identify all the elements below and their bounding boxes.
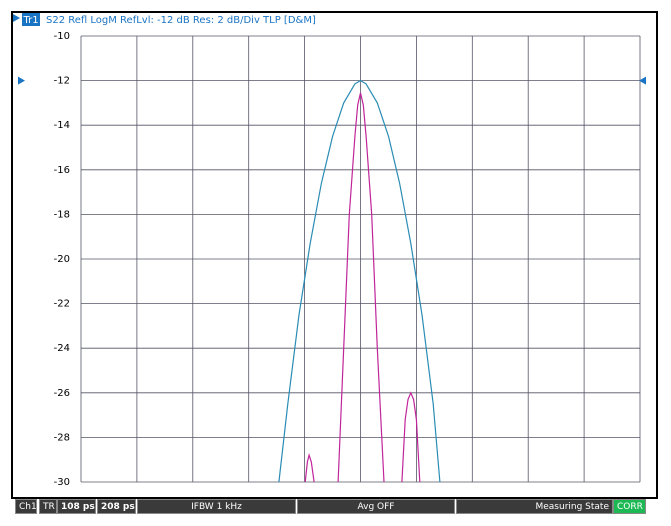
status-trace[interactable]: TR	[39, 499, 57, 514]
y-tick-label: -12	[54, 76, 70, 87]
status-state: Measuring State	[456, 499, 613, 514]
y-tick-label: -14	[54, 120, 70, 131]
y-tick-label: -22	[54, 299, 70, 310]
y-tick-label: -20	[54, 254, 70, 265]
trace-tag-bg	[22, 13, 40, 26]
status-stop[interactable]: 208 ps	[97, 499, 136, 514]
ref-marker-right	[639, 76, 646, 85]
y-tick-label: -10	[54, 31, 70, 42]
trace-header: S22 Refl LogM RefLvl: -12 dB Res: 2 dB/D…	[46, 15, 316, 26]
y-tick-label: -18	[54, 209, 70, 220]
status-ifbw[interactable]: IFBW 1 kHz	[137, 499, 296, 514]
y-tick-label: -26	[54, 388, 70, 399]
y-tick-label: -24	[54, 343, 70, 354]
frame	[11, 11, 658, 499]
status-start[interactable]: 108 ps	[57, 499, 96, 514]
status-channel[interactable]: Ch1	[15, 499, 37, 514]
status-avg[interactable]: Avg OFF	[297, 499, 455, 514]
trace-tag[interactable]: Tr1	[22, 15, 38, 26]
trace-arrow	[13, 14, 20, 22]
y-tick-label: -30	[54, 477, 70, 488]
trace-line	[304, 92, 421, 483]
y-tick-label: -16	[54, 165, 70, 176]
ref-marker-left	[18, 76, 25, 85]
trace-line	[278, 79, 441, 483]
y-tick-label: -28	[54, 432, 70, 443]
status-corr[interactable]: CORR	[613, 499, 646, 514]
